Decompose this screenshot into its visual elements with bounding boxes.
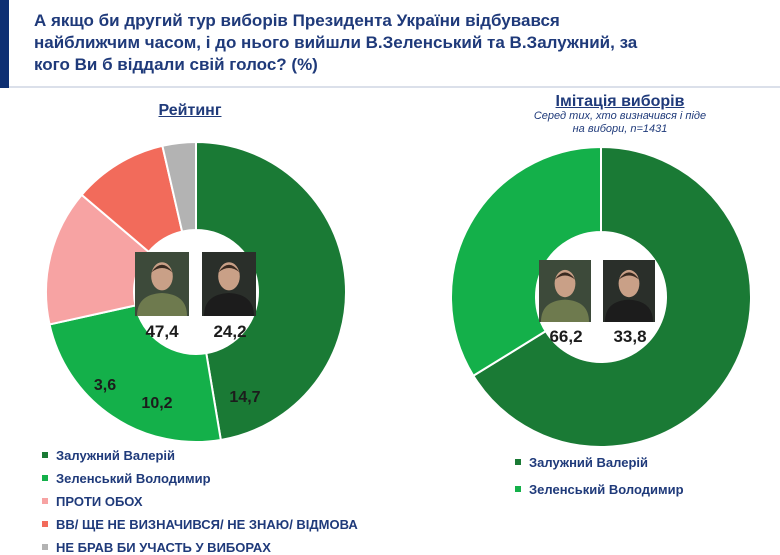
chart-1-legend-item-3: ВВ/ ЩЕ НЕ ВИЗНАЧИВСЯ/ НЕ ЗНАЮ/ ВІДМОВА [42, 517, 358, 532]
chart-2-legend-item-0: Залужний Валерій [515, 455, 648, 470]
chart-1-legend-swatch-3 [42, 521, 48, 527]
chart-1-legend-swatch-4 [42, 544, 48, 550]
chart-2-title: Імітація виборів [555, 93, 685, 110]
chart-2-legend-label-0: Залужний Валерій [529, 455, 648, 470]
chart-2-subtitle: Серед тих, хто визначився і піде на вибо… [533, 110, 707, 135]
chart-1-slice-2 [45, 193, 151, 326]
chart-1-legend-item-4: НЕ БРАВ БИ УЧАСТЬ У ВИБОРАХ [42, 540, 271, 555]
chart-1-data-label-4: 3,6 [94, 377, 116, 394]
chart-2-slice-0 [471, 145, 752, 448]
chart-1-slice-1 [48, 304, 222, 443]
header-divider [0, 86, 780, 88]
chart-1-legend-label-3: ВВ/ ЩЕ НЕ ВИЗНАЧИВСЯ/ НЕ ЗНАЮ/ ВІДМОВА [56, 517, 358, 532]
chart-1-legend-label-1: Зеленський Володимир [56, 471, 211, 486]
zaluzhnyi-photo [137, 262, 187, 316]
chart-1-legend-label-0: Залужний Валерій [56, 448, 175, 463]
chart-1-data-label-1: 24,2 [213, 322, 246, 341]
chart-1-title: Рейтинг [158, 102, 222, 119]
header-accent-bar [0, 0, 9, 88]
chart-2-data-label-1: 33,8 [613, 327, 646, 346]
zelenskyi-photo [204, 262, 254, 316]
chart-2-legend-item-1: Зеленський Володимир [515, 482, 684, 497]
chart-1-legend-label-4: НЕ БРАВ БИ УЧАСТЬ У ВИБОРАХ [56, 540, 271, 555]
chart-2-slice-1 [450, 145, 602, 378]
chart-1-legend-swatch-2 [42, 498, 48, 504]
chart-1-legend-item-2: ПРОТИ ОБОХ [42, 494, 143, 509]
chart-1-data-label-2: 14,7 [229, 389, 260, 406]
chart-1-legend-item-1: Зеленський Володимир [42, 471, 211, 486]
zelenskyi-photo-2 [605, 269, 653, 322]
chart-1-data-label-3: 10,2 [141, 395, 172, 412]
chart-2-legend-swatch-0 [515, 459, 521, 465]
page-title: А якщо би другий тур виборів Президента … [34, 11, 638, 74]
chart-1-legend-label-2: ПРОТИ ОБОХ [56, 494, 143, 509]
chart-2-legend-swatch-1 [515, 486, 521, 492]
chart-1-slice-4 [161, 140, 197, 233]
chart-2-legend-label-1: Зеленський Володимир [529, 482, 684, 497]
zaluzhnyi-photo-2 [541, 269, 589, 322]
chart-1-legend-swatch-1 [42, 475, 48, 481]
chart-1-data-label-0: 47,4 [145, 322, 179, 341]
chart-1-legend-swatch-0 [42, 452, 48, 458]
chart-2-data-label-0: 66,2 [549, 327, 582, 346]
chart-1-legend-item-0: Залужний Валерій [42, 448, 175, 463]
